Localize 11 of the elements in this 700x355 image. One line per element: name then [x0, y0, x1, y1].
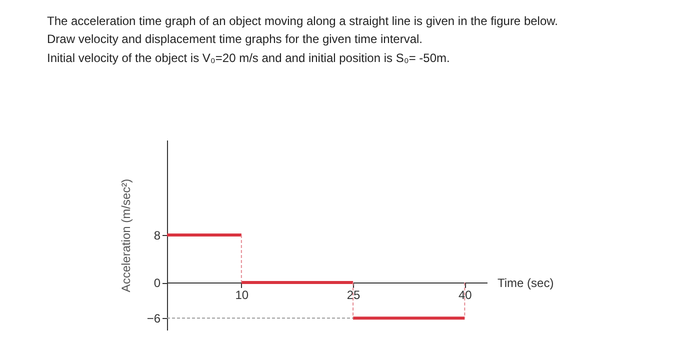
text: Initial velocity of the object is V₀=20 m/s and and initial position is S₀= -50m. — [47, 51, 450, 65]
x-tick-label: 40 — [458, 288, 472, 302]
y-tick-label: −6 — [146, 312, 161, 326]
chart-subtitle: Draw velocity and displacement time graphs for the given time interval. — [47, 32, 423, 46]
y-axis-title: Acceleration (m/sec²) — [118, 178, 133, 292]
x-tick-label: 25 — [346, 288, 361, 302]
y-tick-label: 0 — [154, 276, 161, 290]
chart-title: The acceleration time graph of an object moving along a straight line is given in the figure below. — [47, 14, 558, 28]
x-axis-title: Time (sec) — [498, 276, 554, 290]
x-tick-label: 10 — [235, 288, 249, 302]
y-tick-label: 8 — [154, 228, 161, 242]
